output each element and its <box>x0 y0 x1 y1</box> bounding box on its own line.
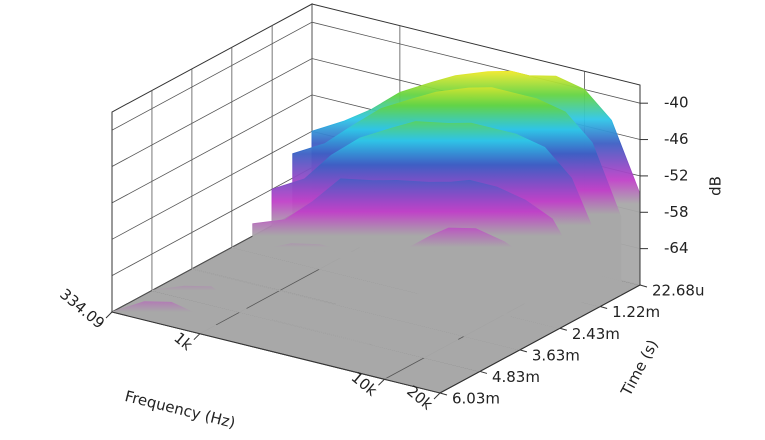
y-tick-label: 3.63m <box>532 346 580 364</box>
z-axis-title: dB <box>707 176 725 196</box>
y-tick <box>439 392 448 396</box>
x-tick-label: 1k <box>170 329 196 355</box>
z-tick-label: -64 <box>664 239 689 257</box>
x-tick-label: 334.09 <box>56 285 108 333</box>
y-axis-title: Time (s) <box>617 337 662 400</box>
y-tick-label: 1.22m <box>612 303 660 321</box>
y-tick <box>600 306 608 310</box>
y-tick <box>519 349 528 353</box>
x-tick <box>378 378 385 386</box>
z-tick-label: -58 <box>664 203 689 221</box>
x-tick <box>193 333 201 341</box>
x-axis-title: Frequency (Hz) <box>123 387 237 432</box>
y-tick-label: 22.68u <box>652 282 704 300</box>
y-tick <box>479 370 488 374</box>
z-tick-label: -40 <box>664 94 689 112</box>
y-tick <box>559 327 567 331</box>
x-tick <box>433 392 441 400</box>
y-tick-label: 4.83m <box>492 368 540 386</box>
surface-slice <box>191 268 521 351</box>
z-tick-label: -46 <box>664 130 689 148</box>
y-tick <box>639 284 648 288</box>
x-tick <box>105 311 113 319</box>
y-tick-label: 6.03m <box>452 390 500 408</box>
surface-slice <box>151 285 481 373</box>
z-tick-label: -52 <box>664 166 689 184</box>
y-tick-label: 2.43m <box>572 325 620 343</box>
